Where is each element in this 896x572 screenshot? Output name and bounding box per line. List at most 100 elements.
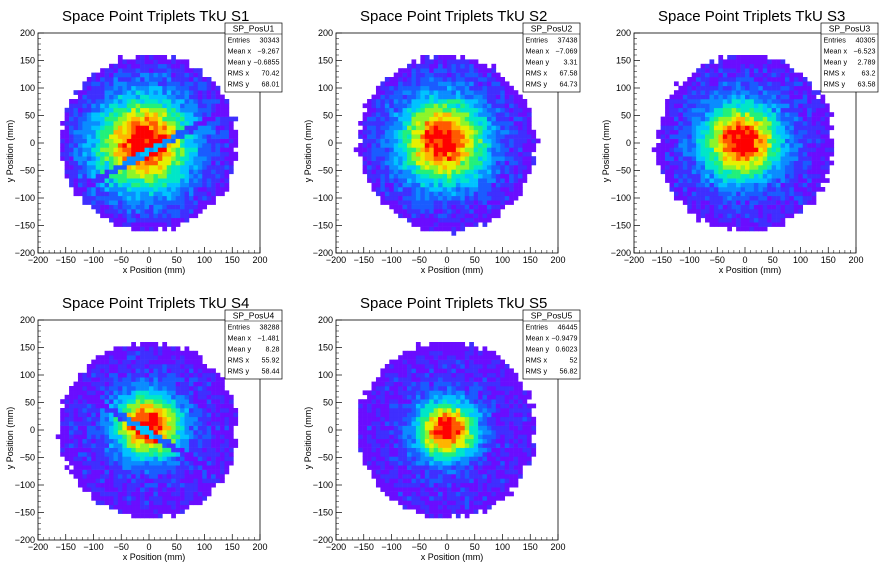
heatmap-cell — [469, 94, 474, 100]
heatmap-cell — [656, 134, 661, 139]
heatmap-cell — [131, 116, 136, 122]
x-tick-label: 150 — [523, 255, 538, 265]
heatmap-cell — [162, 443, 168, 448]
heatmap-cell — [91, 77, 97, 82]
heatmap-cell — [829, 151, 835, 157]
heatmap-cell — [447, 204, 452, 210]
heatmap-cell — [149, 386, 154, 391]
heatmap-cell — [135, 447, 141, 453]
heatmap-cell — [109, 129, 114, 135]
heatmap-cell — [411, 195, 417, 201]
heatmap-cell — [433, 143, 439, 148]
heatmap-cell — [402, 204, 408, 210]
heatmap-cell — [149, 72, 154, 78]
heatmap-cell — [131, 487, 136, 492]
heatmap-cell — [100, 482, 105, 488]
heatmap-cell — [709, 200, 715, 205]
heatmap-cell — [727, 121, 732, 126]
heatmap-cell — [807, 138, 812, 144]
chart-title: Space Point Triplets TkU S4 — [62, 295, 249, 312]
heatmap-cell — [762, 81, 768, 87]
heatmap-cell — [678, 182, 684, 188]
heatmap-cell — [171, 403, 176, 409]
heatmap-cell — [705, 138, 710, 144]
heatmap-cell — [762, 121, 768, 126]
heatmap-cell — [811, 90, 817, 95]
heatmap-cell — [824, 134, 830, 139]
heatmap-cell — [117, 491, 123, 497]
heatmap-cell — [687, 107, 693, 113]
heatmap-cell — [162, 143, 168, 148]
heatmap-cell — [438, 138, 443, 144]
heatmap-cell — [420, 182, 426, 188]
heatmap-cell — [91, 156, 97, 161]
y-tick-label: 50 — [621, 111, 631, 121]
heatmap-cell — [380, 191, 386, 197]
heatmap-cell — [122, 434, 128, 440]
heatmap-cell — [762, 94, 768, 100]
heatmap-cell — [126, 160, 132, 166]
heatmap-cell — [793, 169, 799, 175]
heatmap-cell — [91, 99, 97, 104]
chart-title: Space Point Triplets TkU S1 — [62, 8, 249, 25]
heatmap-cell — [478, 125, 483, 131]
heatmap-cell — [171, 68, 176, 73]
heatmap-cell — [180, 182, 185, 188]
heatmap-cell — [798, 182, 804, 188]
heatmap-cell — [193, 94, 199, 100]
heatmap-cell — [95, 160, 101, 166]
heatmap-cell — [135, 77, 141, 82]
heatmap-cell — [153, 107, 159, 113]
heatmap-cell — [411, 63, 417, 69]
heatmap-cell — [384, 99, 390, 104]
heatmap-cell — [776, 116, 781, 122]
heatmap-cell — [77, 165, 83, 170]
heatmap-cell — [669, 182, 675, 188]
heatmap-cell — [82, 169, 88, 175]
heatmap-cell — [811, 112, 817, 117]
heatmap-cell — [153, 452, 159, 457]
heatmap-cell — [131, 346, 136, 352]
heatmap-cell — [691, 209, 697, 214]
heatmap-cell — [486, 217, 492, 223]
heatmap-cell — [469, 77, 474, 82]
heatmap-cell — [660, 169, 666, 175]
heatmap-cell — [420, 129, 426, 135]
heatmap-cell — [407, 178, 412, 183]
heatmap-cell — [193, 178, 199, 183]
heatmap-cell — [447, 147, 452, 153]
heatmap-cell — [776, 195, 781, 201]
heatmap-cell — [820, 143, 826, 148]
heatmap-cell — [215, 99, 221, 104]
heatmap-cell — [758, 222, 764, 227]
heatmap-cell — [113, 430, 119, 435]
heatmap-cell — [117, 456, 123, 462]
heatmap-cell — [220, 187, 225, 192]
heatmap-cell — [478, 182, 483, 188]
heatmap-cell — [740, 209, 746, 214]
heatmap-cell — [451, 231, 457, 236]
heatmap-cell — [811, 182, 817, 188]
heatmap-cell — [215, 169, 221, 175]
heatmap-cell — [736, 209, 741, 214]
heatmap-cell — [691, 134, 697, 139]
heatmap-cell — [117, 460, 123, 466]
heatmap-cell — [447, 59, 452, 65]
heatmap-cell — [784, 178, 790, 183]
heatmap-cell — [73, 151, 79, 157]
heatmap-cell — [117, 408, 123, 413]
heatmap-cell — [77, 430, 83, 435]
heatmap-cell — [486, 178, 492, 183]
heatmap-cell — [197, 204, 203, 210]
heatmap-cell — [518, 169, 523, 175]
heatmap-cell — [802, 182, 808, 188]
heatmap-cell — [442, 55, 448, 60]
heatmap-cell — [100, 147, 105, 153]
heatmap-cell — [784, 195, 790, 201]
heatmap-cell — [109, 443, 114, 448]
heatmap-cell — [153, 412, 159, 418]
heatmap-cell — [438, 222, 443, 227]
heatmap-cell — [389, 77, 395, 82]
heatmap-cell — [157, 112, 163, 117]
heatmap-cell — [700, 204, 706, 210]
